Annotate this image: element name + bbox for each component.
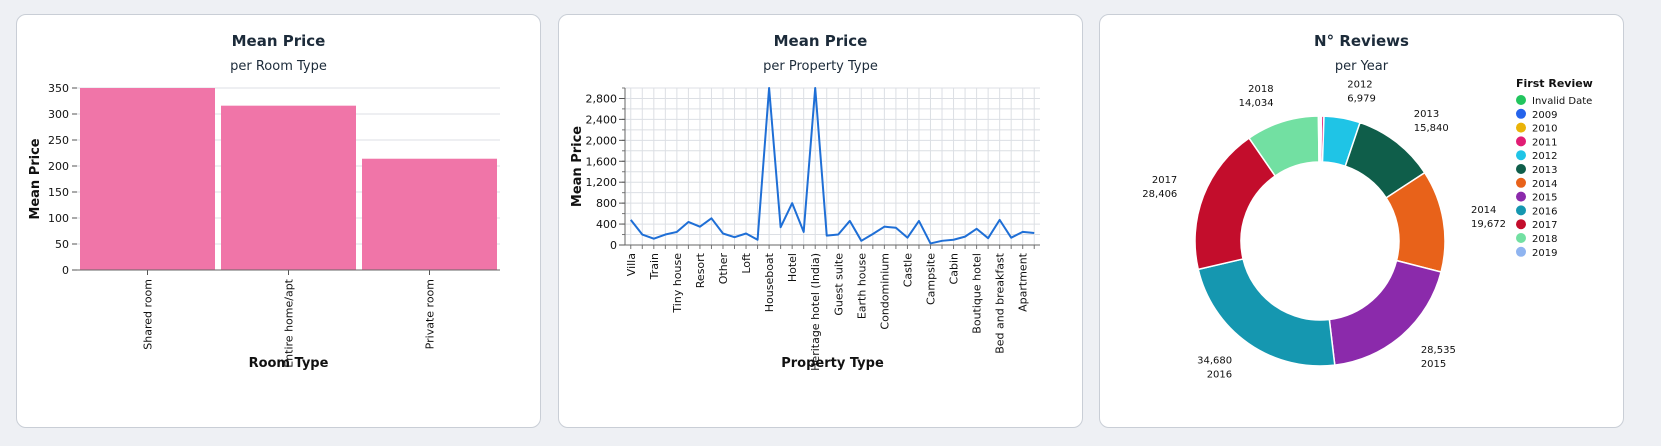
legend-swatch <box>1516 177 1526 188</box>
y-tick-label: 150 <box>48 186 69 199</box>
legend-swatch <box>1516 122 1526 133</box>
x-tick-label: Shared room <box>142 279 155 350</box>
bar-chart: 0 50 100 150 200 250 300 350 Shared room Entire h… <box>28 82 500 371</box>
y-axis-label: Mean Price <box>28 138 43 219</box>
chart-subtitle: per Property Type <box>763 59 878 74</box>
legend-swatch <box>1516 233 1526 243</box>
legend-label: 2014 <box>1532 179 1557 190</box>
chart-title: Mean Price <box>773 32 868 50</box>
legend-label: 2012 <box>1532 151 1557 162</box>
x-tick-label: Castle <box>901 253 914 288</box>
line-chart: 0 400 800 1,200 1,600 2,000 2,400 2,800 Villa Tra… <box>570 87 1040 371</box>
property-type-chart-card: Mean Price per Property Type 0 400 800 1,20… <box>558 14 1083 428</box>
x-tick-label: Tiny house <box>671 253 684 314</box>
x-tick-label: Resort <box>694 252 707 288</box>
x-tick-label: Houseboat <box>763 252 776 312</box>
x-tick-label: Bed and breakfast <box>994 252 1007 353</box>
x-tick-label: Private room <box>424 279 437 349</box>
chart-subtitle: per Year <box>1334 59 1389 74</box>
y-tick-label: 200 <box>48 160 69 173</box>
reviews-year-chart-card: N° Reviews per Year 2012 6,979 2013 15,840 2… <box>1099 14 1624 428</box>
slice-label: 15,840 <box>1414 123 1449 134</box>
y-axis-label: Mean Price <box>570 126 585 207</box>
slice-label: 14,034 <box>1239 98 1274 109</box>
y-tick-label: 50 <box>55 238 69 251</box>
legend-label: 2017 <box>1532 220 1557 231</box>
chart-title: Mean Price <box>231 32 326 50</box>
bar <box>362 158 497 270</box>
slice-label: 2013 <box>1414 109 1439 120</box>
x-tick-label: Villa <box>625 253 638 276</box>
legend-label: 2016 <box>1532 206 1557 217</box>
slice-label: 2017 <box>1152 175 1177 186</box>
slice-label: 2012 <box>1347 79 1372 90</box>
x-tick-label: Entire home/apt <box>283 278 296 367</box>
legend-label: 2013 <box>1532 165 1557 176</box>
legend-label: 2011 <box>1532 137 1557 148</box>
chart-title: N° Reviews <box>1314 32 1409 50</box>
slice-label: 2014 <box>1471 205 1496 216</box>
legend-swatch <box>1516 95 1526 105</box>
x-axis-label: Property Type <box>781 356 884 371</box>
slice-label: 2015 <box>1421 359 1446 370</box>
y-tick-label: 800 <box>596 197 617 210</box>
legend-swatch <box>1516 205 1526 216</box>
series-line <box>629 87 1035 245</box>
y-tick-label: 0 <box>610 239 617 252</box>
slice-label: 19,672 <box>1471 219 1506 230</box>
bar <box>221 105 356 271</box>
x-tick-label: Hotel <box>786 253 799 282</box>
legend-swatch <box>1516 191 1526 202</box>
slice-label: 6,979 <box>1347 93 1376 104</box>
x-tick-label: Earth house <box>855 253 868 319</box>
x-tick-label: Condominium <box>878 253 891 330</box>
legend-label: Invalid Date <box>1532 96 1592 107</box>
legend-swatch <box>1516 219 1526 230</box>
y-tick-label: 1,200 <box>586 176 618 189</box>
slice-label: 34,680 <box>1197 355 1232 366</box>
legend-swatch <box>1516 164 1526 174</box>
x-tick-label: Campsite <box>924 253 937 305</box>
x-tick-label: Guest suite <box>832 253 845 316</box>
donut-slice <box>1197 258 1336 367</box>
bar <box>80 88 215 270</box>
y-tick-label: 250 <box>48 134 69 147</box>
legend-title: First Review <box>1516 77 1593 90</box>
room-type-chart-card: Mean Price per Room Type 0 50 100 150 200 250… <box>16 14 541 428</box>
legend-swatch <box>1516 108 1526 119</box>
x-axis-label: Room Type <box>249 356 329 371</box>
x-tick-label: Cabin <box>948 253 961 284</box>
x-tick-label: Apartment <box>1017 252 1030 312</box>
legend-swatch <box>1516 150 1526 161</box>
y-tick-label: 2,000 <box>586 134 618 147</box>
y-tick-label: 1,600 <box>586 155 618 168</box>
legend-swatch <box>1516 136 1526 147</box>
y-tick-label: 2,400 <box>586 113 618 126</box>
x-tick-label: Heritage hotel (India) <box>809 253 822 371</box>
x-tick-label: Train <box>648 253 661 280</box>
slice-label: 28,406 <box>1142 189 1177 200</box>
legend-label: 2015 <box>1532 193 1557 204</box>
legend-swatch <box>1516 246 1526 257</box>
y-tick-label: 350 <box>48 82 69 95</box>
legend-label: 2010 <box>1532 124 1557 135</box>
y-tick-label: 300 <box>48 108 69 121</box>
x-tick-label: Boutique hotel <box>971 253 984 334</box>
legend-label: 2009 <box>1532 110 1557 121</box>
x-tick-label: Other <box>717 253 730 285</box>
y-tick-label: 400 <box>596 218 617 231</box>
legend-label: 2018 <box>1532 234 1557 245</box>
slice-label: 28,535 <box>1421 345 1456 356</box>
slice-label: 2018 <box>1248 84 1273 95</box>
legend-label: 2019 <box>1532 248 1557 259</box>
y-tick-label: 100 <box>48 212 69 225</box>
y-tick-label: 2,800 <box>586 92 618 105</box>
y-tick-label: 0 <box>62 264 69 277</box>
donut-slice <box>1317 115 1321 163</box>
slice-label: 2016 <box>1207 369 1232 380</box>
donut-chart: 2012 6,979 2013 15,840 2014 19,672 28,535 2015 3… <box>1142 77 1593 380</box>
x-tick-label: Loft <box>740 252 753 273</box>
chart-subtitle: per Room Type <box>230 59 327 74</box>
